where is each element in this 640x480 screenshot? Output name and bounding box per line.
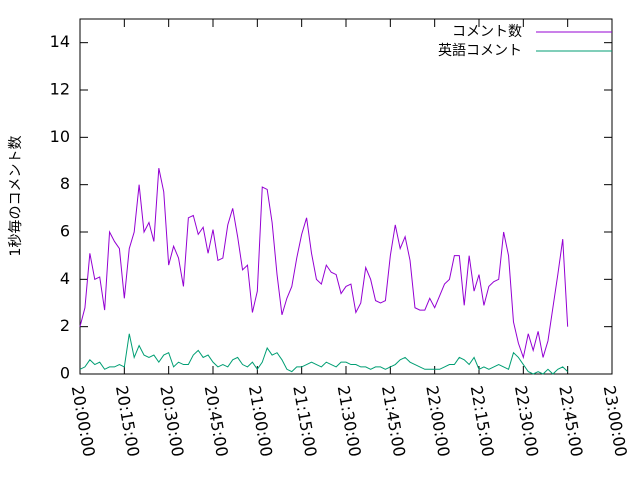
legend-label: コメント数 bbox=[452, 24, 522, 40]
x-tick-label: 22:30:00 bbox=[511, 384, 542, 458]
y-tick-label: 8 bbox=[60, 174, 70, 193]
x-tick-label: 22:15:00 bbox=[467, 384, 498, 458]
y-tick-label: 14 bbox=[50, 32, 70, 51]
x-tick-label: 20:15:00 bbox=[112, 384, 143, 458]
x-tick-label: 23:00:00 bbox=[600, 384, 631, 458]
y-tick-label: 6 bbox=[60, 222, 70, 241]
plot-frame bbox=[79, 18, 613, 375]
x-tick-label: 22:45:00 bbox=[555, 384, 586, 458]
x-tick-label: 20:30:00 bbox=[156, 384, 187, 458]
legend-label: 英語コメント bbox=[438, 42, 522, 59]
y-axis-label: 1秒毎のコメント数 bbox=[8, 136, 24, 257]
x-tick-label: 21:45:00 bbox=[378, 384, 409, 458]
x-tick-label: 21:15:00 bbox=[289, 384, 320, 458]
series-line bbox=[79, 333, 569, 375]
x-tick-label: 20:45:00 bbox=[201, 384, 232, 458]
y-tick-label: 4 bbox=[60, 269, 70, 288]
y-tick-label: 12 bbox=[50, 80, 70, 99]
y-tick-label: 2 bbox=[60, 316, 70, 335]
x-tick-label: 20:00:00 bbox=[68, 384, 99, 458]
series-line bbox=[79, 167, 569, 360]
x-tick-label: 22:00:00 bbox=[422, 384, 453, 458]
y-tick-label: 0 bbox=[60, 364, 70, 383]
y-tick-label: 10 bbox=[50, 127, 70, 146]
x-tick-label: 21:30:00 bbox=[334, 384, 365, 458]
x-tick-label: 21:00:00 bbox=[245, 384, 276, 458]
